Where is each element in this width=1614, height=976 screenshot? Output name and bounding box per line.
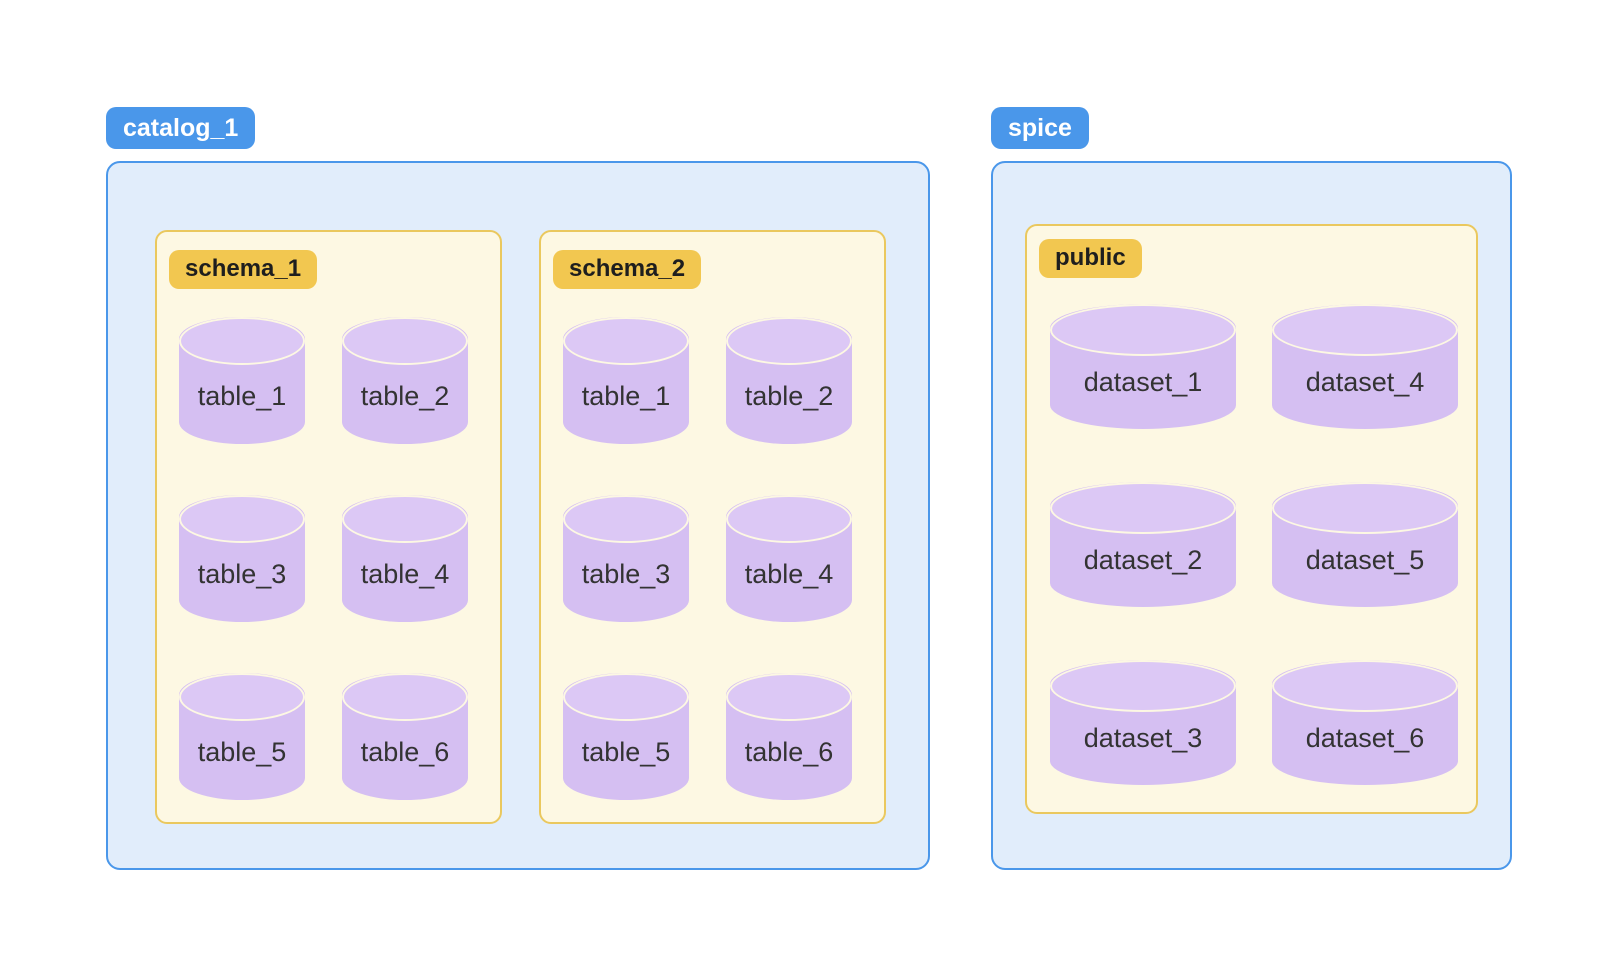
table-cylinder: table_1 <box>179 316 305 444</box>
table-name: table_6 <box>744 737 834 768</box>
public-label: public <box>1039 239 1142 278</box>
table-cylinder: table_6 <box>726 672 852 800</box>
table-cylinder: table_5 <box>563 672 689 800</box>
table-name: table_3 <box>197 559 287 590</box>
table-name: table_5 <box>197 737 287 768</box>
dataset-name: dataset_4 <box>1305 367 1425 398</box>
table-name: table_4 <box>360 559 450 590</box>
table-cylinder: table_6 <box>342 672 468 800</box>
dataset-cylinder: dataset_1 <box>1050 303 1236 429</box>
schema-box-1: schema_1 table_1 table_2 table_3 table_4… <box>155 230 502 824</box>
table-name: table_2 <box>744 381 834 412</box>
dataset-cylinder: dataset_6 <box>1272 659 1458 785</box>
spice-label: spice <box>991 107 1089 149</box>
table-name: table_4 <box>744 559 834 590</box>
catalog-label: catalog_1 <box>106 107 256 149</box>
dataset-cylinder: dataset_5 <box>1272 481 1458 607</box>
table-cylinder: table_1 <box>563 316 689 444</box>
table-cylinder: table_2 <box>726 316 852 444</box>
schema-1-table-grid: table_1 table_2 table_3 table_4 table_5 … <box>179 316 500 800</box>
dataset-name: dataset_5 <box>1305 545 1425 576</box>
dataset-name: dataset_2 <box>1083 545 1203 576</box>
spice-container: public dataset_1 dataset_4 dataset_2 dat… <box>991 161 1512 870</box>
table-cylinder: table_4 <box>726 494 852 622</box>
table-name: table_1 <box>581 381 671 412</box>
schema-box-2: schema_2 table_1 table_2 table_3 table_4… <box>539 230 886 824</box>
public-schema-box: public dataset_1 dataset_4 dataset_2 dat… <box>1025 224 1478 814</box>
catalog-container: schema_1 table_1 table_2 table_3 table_4… <box>106 161 930 870</box>
table-name: table_2 <box>360 381 450 412</box>
dataset-name: dataset_6 <box>1305 723 1425 754</box>
schema-2-table-grid: table_1 table_2 table_3 table_4 table_5 … <box>563 316 884 800</box>
table-cylinder: table_3 <box>179 494 305 622</box>
table-name: table_1 <box>197 381 287 412</box>
table-name: table_5 <box>581 737 671 768</box>
public-dataset-grid: dataset_1 dataset_4 dataset_2 dataset_5 … <box>1050 303 1476 785</box>
schema-2-label: schema_2 <box>553 250 702 289</box>
dataset-name: dataset_1 <box>1083 367 1203 398</box>
table-name: table_6 <box>360 737 450 768</box>
table-cylinder: table_5 <box>179 672 305 800</box>
table-cylinder: table_3 <box>563 494 689 622</box>
dataset-cylinder: dataset_4 <box>1272 303 1458 429</box>
table-cylinder: table_4 <box>342 494 468 622</box>
dataset-cylinder: dataset_2 <box>1050 481 1236 607</box>
schema-1-label: schema_1 <box>169 250 318 289</box>
dataset-name: dataset_3 <box>1083 723 1203 754</box>
dataset-cylinder: dataset_3 <box>1050 659 1236 785</box>
table-cylinder: table_2 <box>342 316 468 444</box>
table-name: table_3 <box>581 559 671 590</box>
